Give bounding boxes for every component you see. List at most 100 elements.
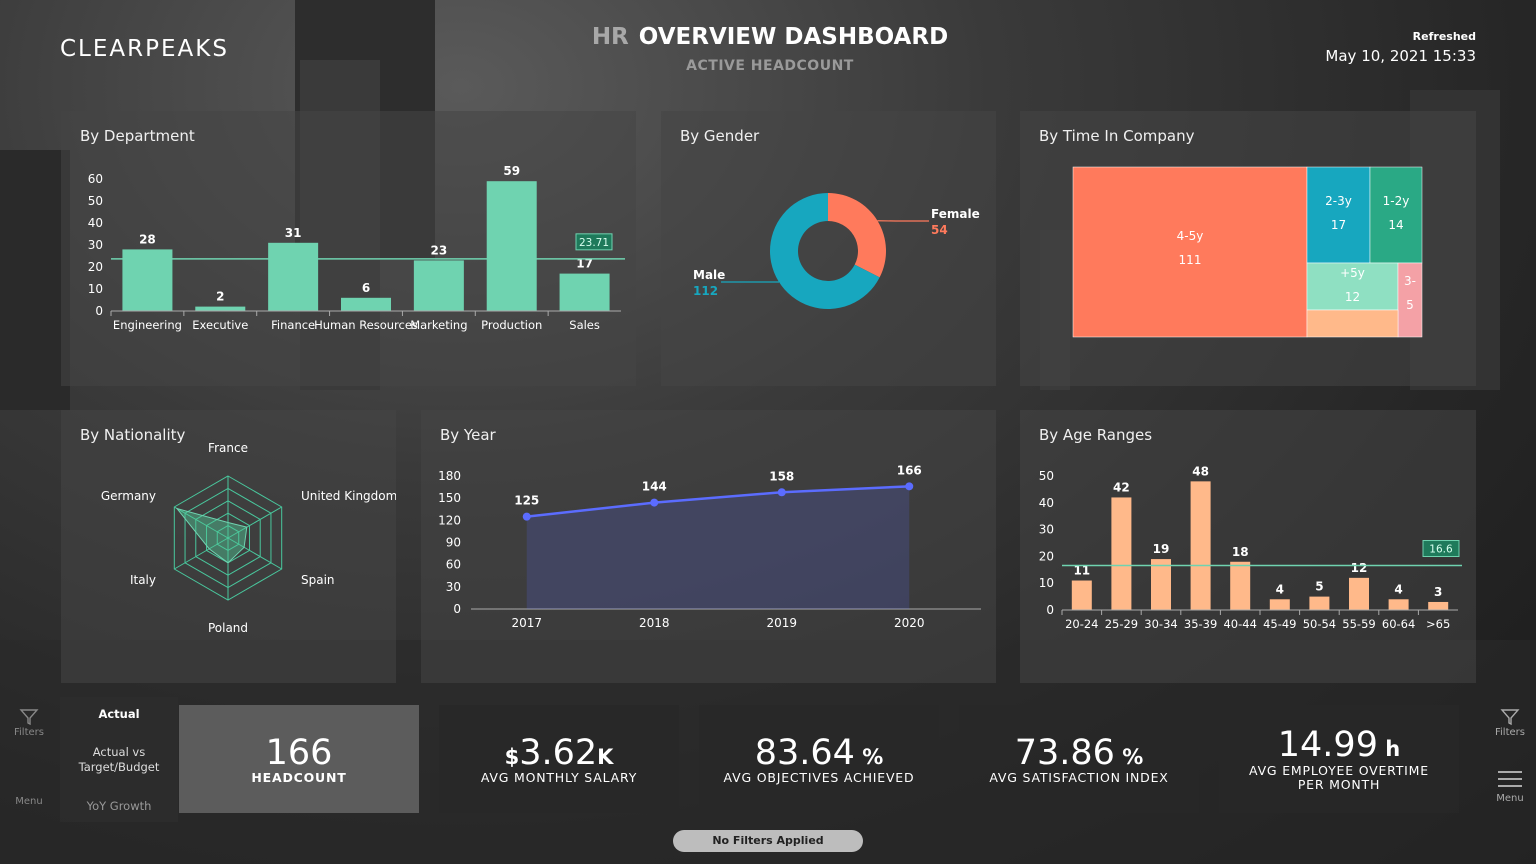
kpi-suffix: h	[1377, 737, 1401, 761]
department-panel[interactable]: By Department 0 10 20 30 40 50 60 28 Engineering…	[61, 111, 636, 386]
x-tick-label: 20-24	[1065, 617, 1098, 631]
filter-icon	[1500, 709, 1520, 726]
y-tick-label: 30	[88, 238, 103, 252]
year-chart: 0 30 60 90 120 150 180 125 2017 144 2018 158 2019 166…	[438, 463, 981, 630]
bar	[413, 260, 464, 311]
tile-label: 4-5y	[1177, 229, 1204, 243]
menu-button-left[interactable]: Menu	[0, 796, 58, 807]
x-tick-label: Marketing	[410, 318, 467, 332]
y-tick-label: 20	[88, 260, 103, 274]
x-tick-label: 25-29	[1105, 617, 1138, 631]
time-in-company-panel-title: By Time In Company	[1039, 127, 1195, 145]
data-label: 6	[362, 281, 370, 295]
kpi-card-satisfaction[interactable]: 73.86 % AVG SATISFACTION INDEX	[959, 705, 1199, 813]
y-tick-label: 40	[88, 216, 103, 230]
clearpeaks-logo: CLEARPEAKS	[60, 36, 229, 62]
y-tick-label: 120	[438, 513, 461, 527]
kpi-label: HEADCOUNT	[251, 770, 347, 785]
treemap-tile	[1306, 309, 1399, 338]
kpi-suffix: K	[597, 745, 614, 769]
data-point	[522, 512, 531, 521]
y-tick-label: 30	[1039, 523, 1054, 537]
gender-chart: Female 54 Male 112	[693, 193, 980, 309]
radar-axis-label: Italy	[130, 573, 156, 587]
radar-spoke	[174, 537, 229, 570]
radar-area	[175, 507, 248, 564]
y-tick-label: 60	[88, 172, 103, 186]
kpi-suffix: %	[1114, 745, 1144, 769]
y-tick-label: 0	[1046, 603, 1054, 617]
menu-label-left: Menu	[15, 796, 43, 807]
tab-actual-vs-target[interactable]: Actual vs Target/Budget	[78, 745, 160, 774]
kpi-card-overtime[interactable]: 14.99 h AVG EMPLOYEE OVERTIME PER MONTH	[1219, 705, 1459, 813]
tile-label: 1-2y	[1383, 194, 1410, 208]
kpi-label: AVG SATISFACTION INDEX	[989, 770, 1169, 785]
department-chart: 0 10 20 30 40 50 60 28 Engineering 2 Executive 31 Fi…	[88, 164, 625, 332]
x-tick-label: 2019	[766, 616, 797, 630]
filter-status-pill[interactable]: No Filters Applied	[673, 830, 863, 852]
age-chart: 0 10 20 30 40 50 11 20-24 42 25-29 19 30-34 48 35-39 1…	[1039, 464, 1462, 631]
refreshed-timestamp: May 10, 2021 15:33	[1325, 47, 1476, 65]
radar-axis-label: Spain	[301, 573, 335, 587]
bar	[1309, 596, 1330, 610]
data-label: 18	[1232, 545, 1249, 559]
pie-slice	[828, 193, 886, 278]
y-tick-label: 10	[1039, 576, 1054, 590]
bar	[1111, 497, 1132, 610]
bar	[341, 297, 391, 311]
line-area	[526, 486, 910, 609]
radar-spoke	[174, 506, 229, 539]
time-in-company-panel[interactable]: By Time In Company 4-5y 111 2-3y 17 1-2y 14 +5…	[1020, 111, 1476, 386]
tab-actual[interactable]: Actual	[98, 707, 140, 721]
x-tick-label: >65	[1426, 617, 1450, 631]
kpi-card-salary[interactable]: $3.62K AVG MONTHLY SALARY	[439, 705, 679, 813]
nationality-panel[interactable]: By Nationality France United Kingdom Spain…	[61, 410, 396, 683]
bar	[1388, 599, 1409, 610]
x-tick-label: Engineering	[113, 318, 182, 332]
kpi-mode-tabs: Actual Actual vs Target/Budget YoY Growt…	[60, 697, 178, 822]
page-subtitle: ACTIVE HEADCOUNT	[686, 58, 854, 74]
tile-label: 2-3y	[1325, 194, 1352, 208]
refresh-info: Refreshed May 10, 2021 15:33	[1325, 30, 1476, 65]
x-tick-label: 60-64	[1382, 617, 1415, 631]
bar	[486, 181, 537, 311]
kpi-label: AVG EMPLOYEE OVERTIME	[1249, 763, 1429, 778]
pie-slice	[770, 193, 880, 309]
x-tick-label: 55-59	[1342, 617, 1375, 631]
tile-label: 3-	[1404, 274, 1416, 288]
treemap-tile	[1306, 166, 1371, 264]
treemap-tile	[1397, 262, 1423, 338]
bar	[559, 273, 610, 311]
data-label: 28	[139, 232, 156, 246]
kpi-card-objectives[interactable]: 83.64 % AVG OBJECTIVES ACHIEVED	[699, 705, 939, 813]
kpi-card-headcount[interactable]: 166 HEADCOUNT	[179, 705, 419, 813]
filters-button-left[interactable]: Filters	[0, 708, 58, 738]
year-panel[interactable]: By Year 0 30 60 90 120 150 180 125 2017 144 2018 15…	[421, 410, 996, 683]
x-tick-label: 2020	[894, 616, 925, 630]
x-tick-label: Human Resources	[314, 318, 418, 332]
filters-button-right[interactable]: Filters	[1484, 708, 1536, 738]
data-point	[777, 488, 786, 497]
age-panel-title: By Age Ranges	[1039, 426, 1153, 444]
menu-button-right[interactable]: Menu	[1484, 768, 1536, 804]
y-tick-label: 150	[438, 491, 461, 505]
data-label: 48	[1192, 464, 1209, 478]
kpi-value: 14.99	[1277, 725, 1378, 765]
hamburger-menu-icon	[1498, 771, 1522, 787]
y-tick-label: 50	[1039, 469, 1054, 483]
tile-label: +5y	[1340, 266, 1365, 280]
radar-spoke	[227, 537, 282, 570]
legend-label: Male	[693, 268, 725, 282]
legend-label: Female	[931, 207, 980, 221]
gender-panel[interactable]: By Gender Female 54 Male 112	[661, 111, 996, 386]
y-tick-label: 0	[453, 602, 461, 616]
y-tick-label: 90	[446, 536, 461, 550]
treemap-tile	[1369, 166, 1423, 264]
bar	[1349, 577, 1369, 610]
kpi-label: AVG OBJECTIVES ACHIEVED	[723, 770, 915, 785]
x-tick-label: 45-49	[1263, 617, 1296, 631]
tab-yoy-growth[interactable]: YoY Growth	[86, 799, 152, 813]
age-panel[interactable]: By Age Ranges 0 10 20 30 40 50 11 20-24 42 25-29 1…	[1020, 410, 1476, 683]
y-tick-label: 20	[1039, 549, 1054, 563]
series-line	[526, 485, 910, 518]
